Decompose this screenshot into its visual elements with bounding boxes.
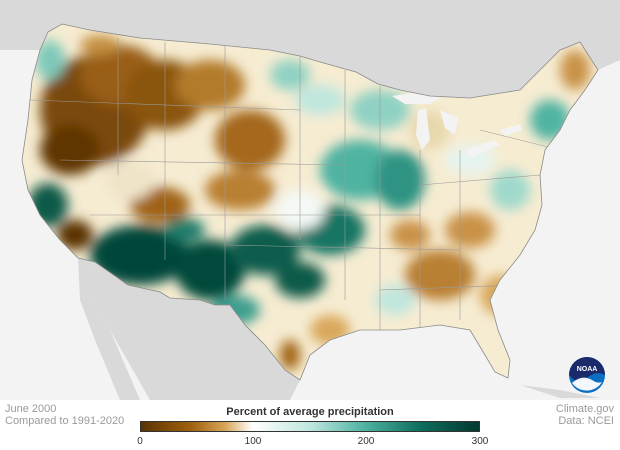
precipitation-map <box>0 0 620 400</box>
baseline-label: Compared to 1991-2020 <box>5 415 125 427</box>
cuba <box>520 385 600 398</box>
noaa-logo-text: NOAA <box>577 366 598 373</box>
canada-landmass <box>0 0 620 98</box>
legend-tick-200: 200 <box>357 436 375 447</box>
us-outline <box>21 23 599 381</box>
baja-peninsula <box>78 258 140 400</box>
legend-title: Percent of average precipitation <box>226 406 394 418</box>
legend-tick-300: 300 <box>471 436 489 447</box>
state-borders <box>29 38 561 330</box>
noaa-logo: NOAA <box>569 357 605 393</box>
data-credit-label: Data: NCEI <box>558 415 614 427</box>
mexico-landmass <box>92 262 300 400</box>
legend-tick-100: 100 <box>244 436 262 447</box>
source-site-label: Climate.gov <box>555 403 614 415</box>
footer: June 2000 Compared to 1991-2020 Percent … <box>0 400 620 450</box>
legend-colorbar <box>140 421 480 432</box>
legend-tick-0: 0 <box>137 436 143 447</box>
date-label: June 2000 <box>5 403 57 415</box>
